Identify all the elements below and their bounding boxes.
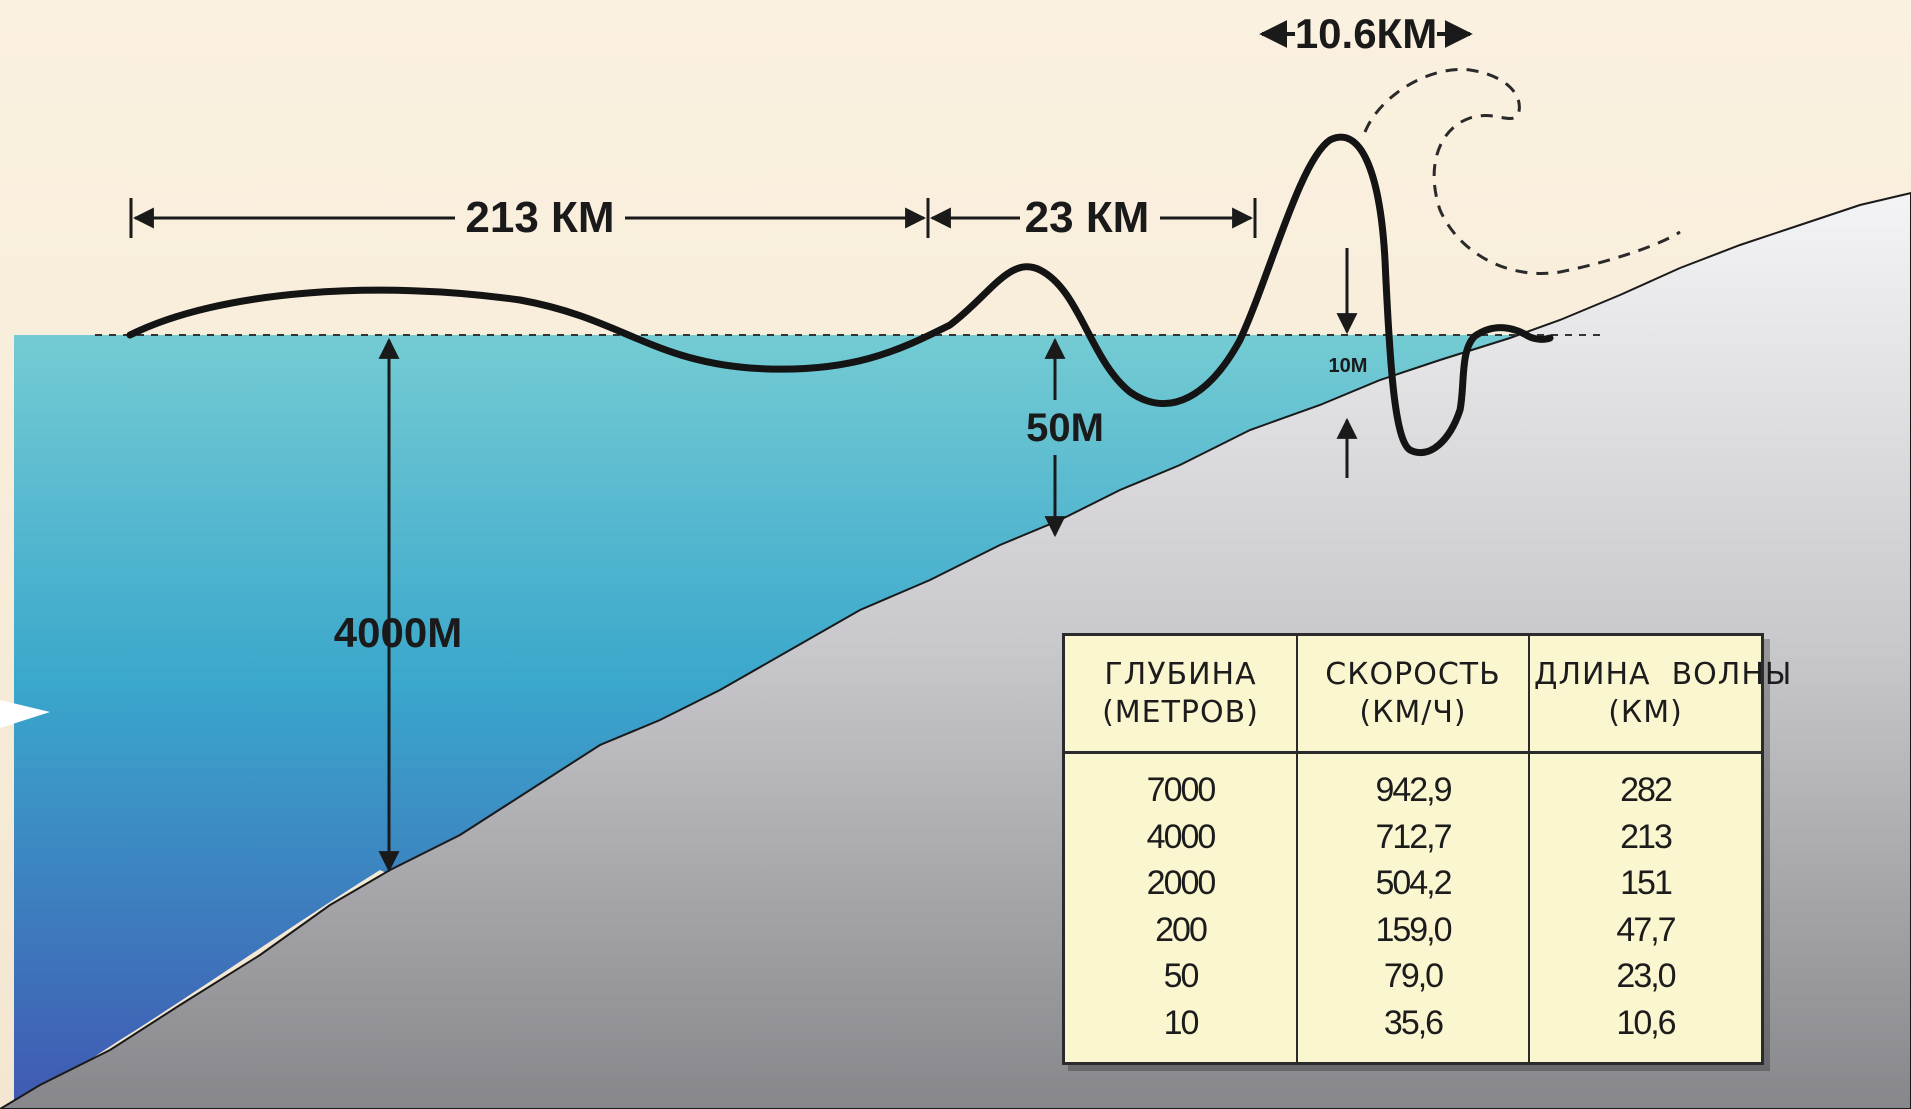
header-depth: ГЛУБИНА (МЕТРОВ) [1065,636,1297,754]
cell-speed: 159,0 [1296,906,1529,954]
depth-50-label: 50М [1026,406,1104,450]
depth-10-label: 10М [1329,355,1368,377]
tsunami-wave-profile [126,133,1554,457]
left-edge-notch [0,700,50,728]
header-wavelength-line2: (КМ) [1608,694,1683,730]
cell-depth: 2000 [1146,864,1217,903]
table-row: 4000 712,7 213 [1065,814,1761,861]
depth-speed-table: ГЛУБИНА (МЕТРОВ) СКОРОСТЬ (КМ/Ч) ДЛИНА В… [1062,633,1793,1065]
table-row: 7000 942,9 282 [1065,752,1761,815]
cell-speed: 35,6 [1296,999,1529,1062]
cell-wavelength: 213 [1528,814,1761,861]
data-table: ГЛУБИНА (МЕТРОВ) СКОРОСТЬ (КМ/Ч) ДЛИНА В… [1065,636,1793,1062]
cell-depth: 10 [1163,1004,1200,1043]
cell-depth: 7000 [1146,770,1217,809]
table-header-row: ГЛУБИНА (МЕТРОВ) СКОРОСТЬ (КМ/Ч) ДЛИНА В… [1065,636,1793,754]
cell-depth: 200 [1155,910,1208,949]
table-row: 200 159,0 47,7 [1065,906,1761,954]
header-speed-line2: (КМ/Ч) [1359,694,1467,730]
cell-wavelength: 23,0 [1528,953,1761,1000]
table-row: 10 35,6 10,6 [1065,999,1761,1062]
cell-wavelength: 47,7 [1528,906,1761,954]
wavelength-213-label: 213 КМ [465,193,614,242]
cell-wavelength: 151 [1528,860,1761,907]
cell-wavelength: 282 [1528,752,1761,815]
header-wavelength-line1: ДЛИНА ВОЛНЫ [1534,656,1793,692]
header-wavelength: ДЛИНА ВОЛНЫ (КМ) [1528,636,1793,754]
cell-speed: 942,9 [1296,752,1529,815]
depth-4000-label: 4000М [334,609,462,656]
cell-wavelength: 10,6 [1528,999,1761,1062]
cell-depth: 4000 [1146,818,1217,857]
table-row: 50 79,0 23,0 [1065,953,1761,1000]
header-speed: СКОРОСТЬ (КМ/Ч) [1296,636,1529,754]
cell-speed: 504,2 [1296,860,1529,907]
breaking-wave-outline [1363,67,1681,275]
wavelength-10-6-label: 10.6КМ [1295,10,1437,57]
header-depth-line1: ГЛУБИНА [1104,656,1257,692]
header-depth-line2: (МЕТРОВ) [1102,694,1259,730]
cell-speed: 79,0 [1296,953,1529,1000]
cell-depth: 50 [1163,956,1200,995]
table-row: 2000 504,2 151 [1065,860,1761,907]
ocean-water [14,335,1600,1109]
wavelength-23-label: 23 КМ [1025,193,1150,242]
header-speed-line1: СКОРОСТЬ [1325,656,1501,692]
cell-speed: 712,7 [1296,814,1529,861]
